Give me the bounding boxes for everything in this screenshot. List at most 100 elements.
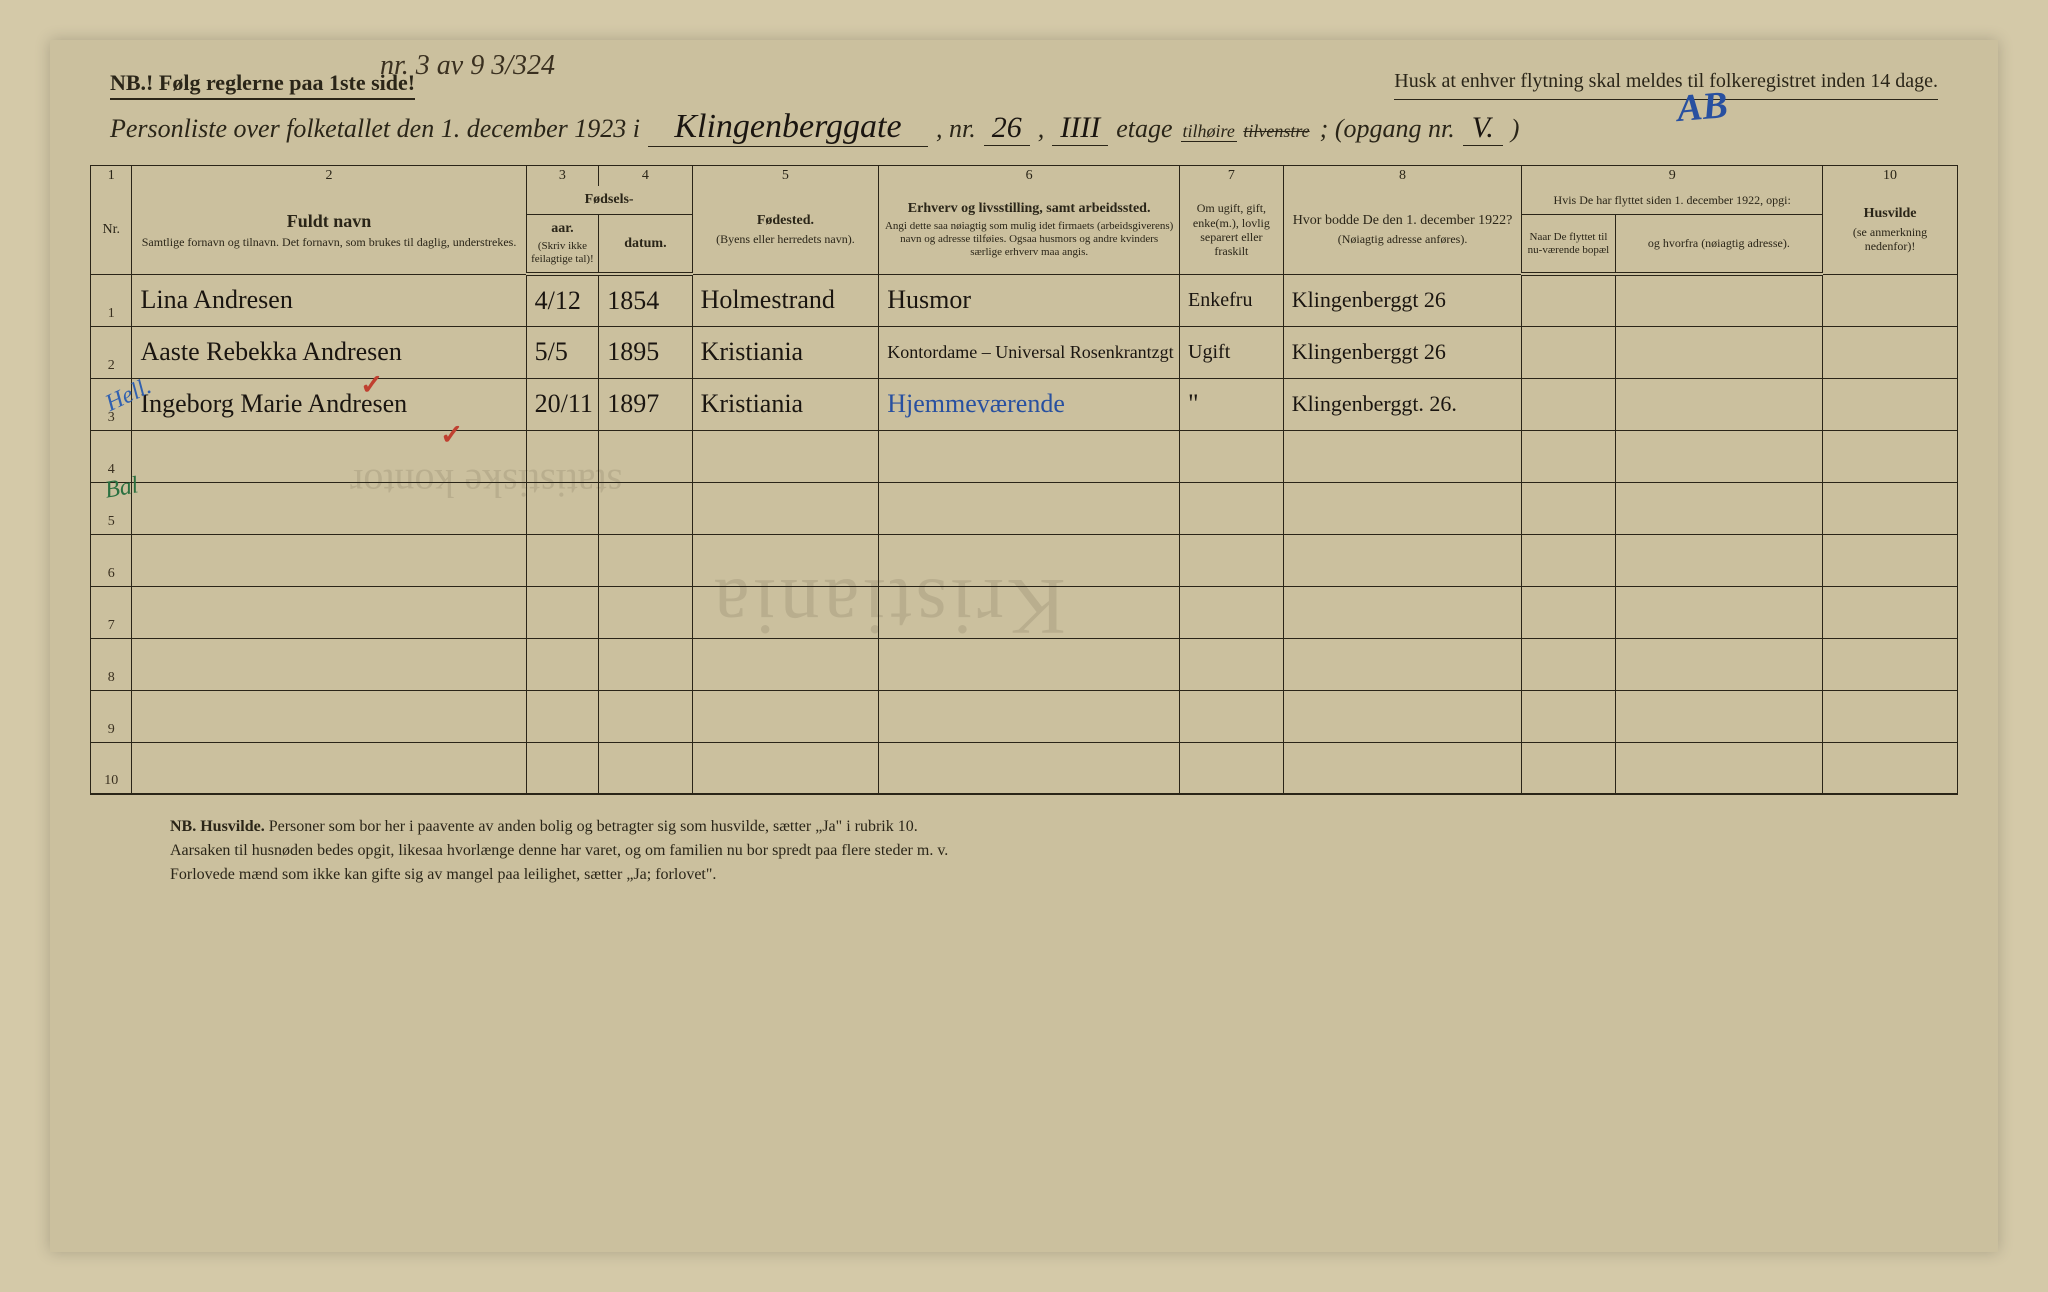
col-date-label: datum. xyxy=(624,236,666,251)
cell-year: 1897 xyxy=(599,378,692,430)
cell-moved-from xyxy=(1615,326,1822,378)
col-occupation: Erhverv og livsstilling, samt arbeidsste… xyxy=(879,186,1180,274)
col-prev-address: Hvor bodde De den 1. december 1922? (Nøi… xyxy=(1283,186,1522,274)
col-occupation-main: Erhverv og livsstilling, samt arbeidsste… xyxy=(908,201,1151,216)
row-nr: 10 xyxy=(91,742,132,794)
nr-label: , nr. xyxy=(936,114,976,144)
cell-name: Ingeborg Marie Andresen xyxy=(132,378,526,430)
row-nr: 7 xyxy=(91,586,132,638)
cell-moved-from xyxy=(1615,378,1822,430)
col-birth-year: aar. (Skriv ikke feilagtige tal)! xyxy=(526,215,599,275)
col-name-sub: Samtlige fornavn og tilnavn. Det fornavn… xyxy=(136,235,521,249)
title-close: ) xyxy=(1511,114,1520,144)
row-nr: 8 xyxy=(91,638,132,690)
cell-day: 20/11 xyxy=(526,378,599,430)
column-number-row: 1 2 3 4 5 6 7 8 9 10 xyxy=(91,166,1958,187)
colnum-8: 8 xyxy=(1283,166,1522,187)
row-nr: 2 xyxy=(91,326,132,378)
annotation-ab: AB xyxy=(1675,83,1729,131)
col-year-label: aar. xyxy=(551,221,573,236)
row-nr: 6 xyxy=(91,534,132,586)
cell-status: Ugift xyxy=(1180,326,1284,378)
table-row: 1 Lina Andresen 4/12 1854 Holmestrand Hu… xyxy=(91,274,1958,326)
col-moved-when: Naar De flyttet til nu-værende bopæl xyxy=(1522,215,1615,275)
col-status: Om ugift, gift, enke(m.), lovlig separer… xyxy=(1180,186,1284,274)
cell-day: 4/12 xyxy=(526,274,599,326)
col-moved-top: Hvis De har flyttet siden 1. december 19… xyxy=(1526,193,1818,207)
street-name: Klingenberggate xyxy=(648,108,928,147)
cell-husvilde xyxy=(1823,274,1958,326)
footer-nb-label: NB. Husvilde. xyxy=(170,818,265,835)
husk-reminder-line: Husk at enhver flytning skal meldes til … xyxy=(1394,70,1938,100)
title-prefix: Personliste over folketallet den 1. dece… xyxy=(110,114,640,144)
cell-occupation: Hjemmeværende xyxy=(879,378,1180,430)
col-occupation-sub: Angi dette saa nøiagtig som mulig idet f… xyxy=(883,220,1175,260)
col-birthplace-main: Fødested. xyxy=(757,213,814,228)
col-moved-from: og hvorfra (nøiagtig adresse). xyxy=(1615,215,1822,275)
table-row: 9 xyxy=(91,690,1958,742)
cell-husvilde xyxy=(1823,378,1958,430)
table-row: 5 xyxy=(91,482,1958,534)
cell-prev: Klingenberggt 26 xyxy=(1283,274,1522,326)
cell-moved-when xyxy=(1522,378,1615,430)
col-nr: Nr. xyxy=(91,186,132,274)
col-moved-when-label: Naar De flyttet til nu-værende bopæl xyxy=(1526,231,1610,257)
col-prev-sub: (Nøiagtig adresse anføres). xyxy=(1288,232,1518,246)
table-row: 4 xyxy=(91,430,1958,482)
footer-note: NB. Husvilde. Personer som bor her i paa… xyxy=(90,815,1958,887)
cell-year: 1895 xyxy=(599,326,692,378)
table-row: 7 xyxy=(91,586,1958,638)
house-number: 26 xyxy=(984,111,1030,146)
cell-birthplace: Kristiania xyxy=(692,326,879,378)
colnum-10: 10 xyxy=(1823,166,1958,187)
table-header: 1 2 3 4 5 6 7 8 9 10 Nr. Fuldt navn Samt… xyxy=(91,166,1958,275)
side-bottom: tilvenstre xyxy=(1241,121,1311,141)
col-birth-group: Fødsels- xyxy=(526,186,692,215)
colnum-2: 2 xyxy=(132,166,526,187)
colnum-3: 3 xyxy=(526,166,599,187)
col-prev-main: Hvor bodde De den 1. december 1922? xyxy=(1293,213,1513,228)
annotation-top-number: nr. 3 av 9 3/324 xyxy=(380,50,555,82)
cell-prev: Klingenberggt 26 xyxy=(1283,326,1522,378)
col-name: Fuldt navn Samtlige fornavn og tilnavn. … xyxy=(132,186,526,274)
header-row-1: Nr. Fuldt navn Samtlige fornavn og tilna… xyxy=(91,186,1958,215)
etage-label: etage xyxy=(1116,114,1172,144)
cell-day: 5/5 xyxy=(526,326,599,378)
cell-husvilde xyxy=(1823,326,1958,378)
census-table: 1 2 3 4 5 6 7 8 9 10 Nr. Fuldt navn Samt… xyxy=(90,165,1958,795)
col-birth-date: datum. xyxy=(599,215,692,275)
cell-occupation: Husmor xyxy=(879,274,1180,326)
cell-moved-when xyxy=(1522,326,1615,378)
col-husvilde-main: Husvilde xyxy=(1864,206,1917,221)
table-row: 10 xyxy=(91,742,1958,794)
colnum-6: 6 xyxy=(879,166,1180,187)
footer-line-3: Forlovede mænd som ikke kan gifte sig av… xyxy=(170,866,716,883)
side-top: tilhøire xyxy=(1181,121,1237,142)
cell-name: Aaste Rebekka Andresen xyxy=(132,326,526,378)
footer-line-1: Personer som bor her i paavente av anden… xyxy=(269,818,918,835)
checkmark-icon: ✓ xyxy=(440,418,463,452)
cell-status: Enkefru xyxy=(1180,274,1284,326)
col-moved-group: Hvis De har flyttet siden 1. december 19… xyxy=(1522,186,1823,215)
table-row: 8 xyxy=(91,638,1958,690)
row-nr: 1 xyxy=(91,274,132,326)
colnum-5: 5 xyxy=(692,166,879,187)
colnum-7: 7 xyxy=(1180,166,1284,187)
colnum-4: 4 xyxy=(599,166,692,187)
cell-moved-when xyxy=(1522,274,1615,326)
colnum-9: 9 xyxy=(1522,166,1823,187)
col-year-sub: (Skriv ikke feilagtige tal)! xyxy=(531,240,595,266)
cell-birthplace: Kristiania xyxy=(692,378,879,430)
checkmark-icon: ✓ xyxy=(360,368,383,402)
col-moved-from-label: og hvorfra (nøiagtig adresse). xyxy=(1620,236,1818,250)
col-birth-label: Fødsels- xyxy=(585,192,634,207)
cell-occupation: Kontordame – Universal Rosenkrantzgt 1 xyxy=(879,326,1180,378)
col-birthplace: Fødested. (Byens eller herredets navn). xyxy=(692,186,879,274)
census-document: nr. 3 av 9 3/324 AB NB.! Følg reglerne p… xyxy=(50,40,1998,1252)
floor-sep: , xyxy=(1038,114,1045,144)
cell-birthplace: Holmestrand xyxy=(692,274,879,326)
side-fraction: tilhøire tilvenstre xyxy=(1181,123,1312,139)
cell-name: Lina Andresen xyxy=(132,274,526,326)
cell-moved-from xyxy=(1615,274,1822,326)
opgang-label: ; (opgang nr. xyxy=(1320,114,1455,144)
